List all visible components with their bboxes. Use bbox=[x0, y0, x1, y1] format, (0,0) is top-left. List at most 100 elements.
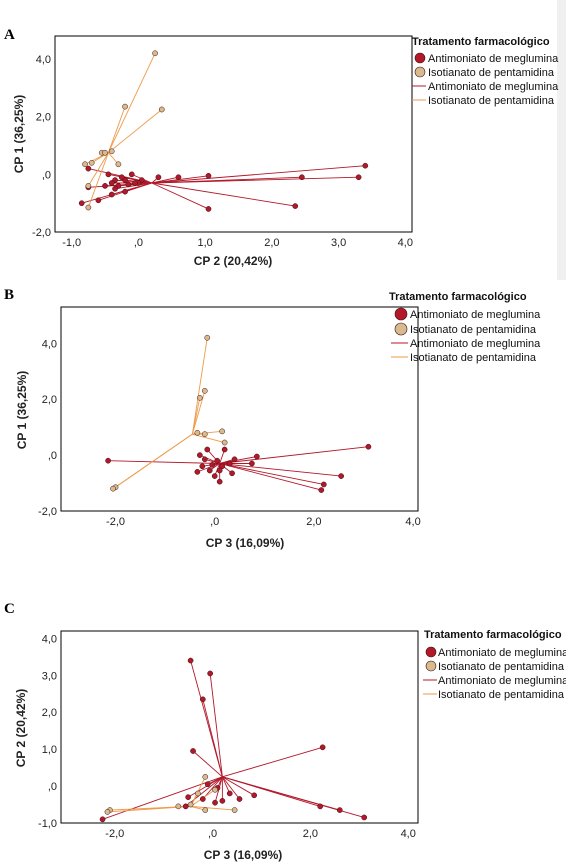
legend-marker-antimoniato bbox=[394, 307, 408, 321]
spoke-line bbox=[114, 182, 152, 190]
data-point bbox=[216, 478, 223, 485]
x-tick-label: ,0 bbox=[134, 237, 143, 249]
spoke-line bbox=[192, 750, 223, 778]
legend: Tratamento farmacológico Antimoniato de … bbox=[423, 629, 566, 701]
data-point bbox=[105, 171, 112, 178]
spoke-line bbox=[151, 176, 179, 184]
data-point bbox=[212, 799, 218, 806]
scrollbar[interactable] bbox=[557, 0, 566, 280]
data-point bbox=[219, 797, 226, 804]
y-tick-label: 1,0 bbox=[42, 744, 57, 756]
data-point bbox=[122, 103, 128, 110]
data-point bbox=[336, 807, 343, 813]
x-tick-label: -1,0 bbox=[62, 237, 81, 249]
y-tick-label: -2,0 bbox=[38, 506, 57, 518]
y-tick-label: 2,0 bbox=[42, 394, 57, 406]
legend-entry: Antimoniato de meglumina bbox=[438, 647, 566, 659]
data-point bbox=[201, 431, 208, 438]
data-point bbox=[132, 180, 138, 186]
data-point bbox=[175, 803, 182, 810]
data-point bbox=[201, 456, 208, 463]
spoke-line bbox=[222, 776, 321, 807]
data-point bbox=[229, 470, 235, 477]
spoke-line bbox=[87, 152, 109, 187]
data-point bbox=[195, 790, 201, 797]
legend-entry: Antimoniato de meglumina bbox=[438, 675, 566, 687]
spoke-line bbox=[202, 776, 223, 800]
data-point bbox=[209, 462, 216, 468]
legend-title: Tratamento farmacológico bbox=[424, 629, 562, 641]
data-point bbox=[194, 429, 201, 436]
data-point bbox=[251, 792, 258, 799]
y-tick-label: 4,0 bbox=[42, 338, 57, 350]
panel-a: A -1,0 ,0 1,0 2,0 3,0 4,0 -2,0 ,0 2,0 4,0 CP 2 (2… bbox=[4, 27, 559, 268]
data-point bbox=[152, 50, 158, 57]
spoke-line bbox=[151, 182, 209, 210]
data-point bbox=[155, 174, 162, 181]
tick-labels: -2,0 ,0 2,0 4,0 -2,0 ,0 2,0 4,0 bbox=[38, 338, 421, 528]
panel-letter: B bbox=[4, 287, 14, 303]
legend-entry: Antimoniato de meglumina bbox=[410, 309, 541, 321]
data-point bbox=[204, 334, 211, 341]
data-point bbox=[216, 467, 223, 474]
spoke-line bbox=[151, 165, 366, 184]
data-point bbox=[125, 181, 132, 188]
spoke-line bbox=[151, 182, 296, 207]
data-point bbox=[338, 473, 344, 479]
data-point bbox=[199, 463, 206, 470]
y-tick-label: ,0 bbox=[42, 169, 51, 181]
spoke-line bbox=[219, 463, 342, 477]
data-point bbox=[199, 696, 206, 703]
legend-entry: Isotianato de pentamidina bbox=[428, 95, 555, 107]
data-point bbox=[219, 428, 225, 435]
spoke-line bbox=[219, 463, 324, 485]
chart-marks bbox=[105, 334, 372, 493]
data-point bbox=[221, 439, 228, 446]
data-point bbox=[204, 781, 211, 788]
data-point bbox=[320, 481, 327, 488]
data-point bbox=[202, 773, 209, 780]
legend-marker-isotianato bbox=[394, 322, 408, 336]
legend-entry: Isotianato de pentamidina bbox=[410, 324, 537, 336]
legend-marker-antimoniato bbox=[414, 52, 426, 64]
data-point bbox=[214, 457, 221, 464]
x-tick-label: 4,0 bbox=[401, 828, 416, 840]
spoke-line bbox=[209, 673, 223, 777]
data-point bbox=[365, 443, 372, 450]
data-point bbox=[122, 188, 128, 195]
panel-letter: A bbox=[4, 27, 15, 43]
data-point bbox=[205, 206, 212, 212]
y-tick-label: 3,0 bbox=[42, 670, 57, 682]
y-tick-label: ,0 bbox=[48, 450, 57, 462]
data-point bbox=[254, 453, 260, 460]
x-tick-label: -2,0 bbox=[106, 516, 125, 528]
data-point bbox=[196, 394, 203, 401]
data-point bbox=[319, 744, 326, 751]
data-point bbox=[82, 161, 88, 168]
plot-frame bbox=[60, 630, 419, 824]
spoke-line bbox=[219, 463, 322, 491]
data-point bbox=[355, 174, 362, 181]
spoke-line bbox=[107, 53, 156, 153]
legend-entry: Antimoniato de meglumina bbox=[428, 81, 559, 93]
x-tick-label: ,0 bbox=[208, 828, 217, 840]
data-point bbox=[187, 801, 194, 808]
data-point bbox=[236, 796, 243, 802]
x-tick-label: 2,0 bbox=[306, 516, 321, 528]
data-point bbox=[204, 446, 211, 453]
legend: Tratamento farmacológico Antimoniato de … bbox=[412, 36, 559, 107]
data-point bbox=[196, 452, 203, 458]
legend-entry: Isotianato de pentamidina bbox=[438, 661, 565, 673]
data-point bbox=[118, 174, 125, 181]
data-point bbox=[318, 487, 325, 493]
spoke-line bbox=[222, 776, 240, 800]
x-tick-label: ,0 bbox=[210, 516, 219, 528]
legend: Tratamento farmacológico Antimoniato de … bbox=[389, 291, 541, 364]
spoke-line bbox=[219, 446, 369, 464]
spoke-line bbox=[219, 456, 257, 464]
data-point bbox=[194, 469, 201, 475]
data-point bbox=[104, 809, 111, 815]
spoke-line bbox=[191, 397, 201, 435]
legend-entry: Isotianato de pentamidina bbox=[410, 352, 537, 364]
